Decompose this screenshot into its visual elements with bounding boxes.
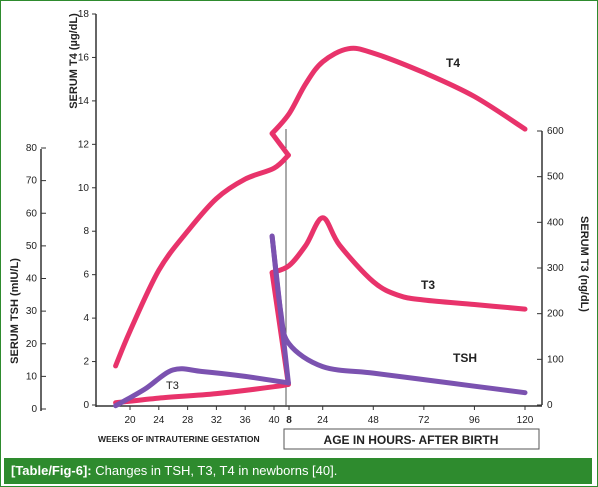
t4-tick-label: 14 (78, 96, 90, 107)
t3-tick-label: 200 (547, 309, 564, 320)
t4-tick-label: 10 (78, 183, 90, 194)
x-neonatal-tick-label: 48 (368, 415, 380, 426)
tsh-tick-label: 40 (26, 274, 38, 285)
x-neonatal-tick-label: 120 (517, 415, 534, 426)
x-neonatal-tick-label: 24 (317, 415, 329, 426)
caption-bar: [Table/Fig-6]: Changes in TSH, T3, T4 in… (4, 458, 592, 484)
t3-series-label: T3 (421, 278, 435, 292)
t4-tick-label: 0 (83, 400, 89, 411)
t4-series-label: T4 (446, 56, 460, 70)
t4-tick-label: 16 (78, 52, 90, 63)
t4-tick-label: 8 (83, 226, 89, 237)
t3-axis-label: SERUM T3 (ng/dL) (578, 216, 590, 312)
x-fetal-tick-label: 36 (240, 415, 252, 426)
tsh-tick-label: 70 (26, 176, 38, 187)
x-fetal-tick-label: 24 (153, 415, 165, 426)
t4-neonatal-line (269, 45, 528, 136)
tsh-axis-label: SERUM TSH (mIU/L) (9, 258, 21, 364)
x-fetal-tick-label: 32 (211, 415, 223, 426)
tsh-neonatal-line (269, 233, 528, 396)
caption-label: [Table/Fig-6]: (11, 463, 92, 478)
tsh-tick-label: 80 (26, 143, 38, 154)
x-fetal-tick-label: 40 (268, 415, 280, 426)
t3-tick-label: 300 (547, 263, 564, 274)
tsh-series-label: TSH (453, 351, 477, 365)
tsh-fetal-line (113, 366, 291, 409)
tsh-tick-label: 30 (26, 306, 38, 317)
x-neonatal-tick-label: 96 (469, 415, 481, 426)
x-neonatal-label-box (283, 428, 540, 450)
t3-fetal-line (113, 381, 291, 406)
t4-tick-label: 4 (83, 313, 89, 324)
t4-tick-label: 6 (83, 270, 89, 281)
t4-birth-jump (269, 131, 291, 158)
tsh-tick-label: 10 (26, 371, 38, 382)
tsh-tick-label: 20 (26, 339, 38, 350)
t4-tick-label: 12 (78, 139, 90, 150)
t3-tick-label: 0 (547, 400, 553, 411)
t3-tick-label: 400 (547, 217, 564, 228)
x-fetal-label: WEEKS OF INTRAUTERINE GESTATION (98, 434, 260, 444)
t3-neonatal-line (269, 215, 528, 312)
x-neonatal-tick-label: 8 (286, 415, 292, 426)
x-neonatal-tick-label: 72 (418, 415, 430, 426)
tsh-tick-label: 0 (31, 404, 37, 415)
x-neonatal-label: AGE IN HOURS- AFTER BIRTH (324, 433, 499, 447)
tsh-tick-label: 50 (26, 241, 38, 252)
caption-text: Changes in TSH, T3, T4 in newborns [40]. (95, 463, 338, 478)
tsh-tick-label: 60 (26, 208, 38, 219)
figure-caption: [Table/Fig-6]: Changes in TSH, T3, T4 in… (11, 463, 337, 479)
x-fetal-tick-label: 20 (124, 415, 136, 426)
t4-axis-label: SERUM T4 (µg/dL) (68, 13, 80, 109)
t4-tick-label: 2 (83, 357, 89, 368)
t3-tick-label: 100 (547, 354, 564, 365)
t4-tick-label: 18 (78, 9, 90, 20)
t3-tick-label: 600 (547, 126, 564, 137)
t4-fetal-line (113, 152, 291, 369)
x-fetal-tick-label: 28 (182, 415, 194, 426)
t3-fetal-series-label: T3 (166, 380, 179, 392)
t3-tick-label: 500 (547, 172, 564, 183)
